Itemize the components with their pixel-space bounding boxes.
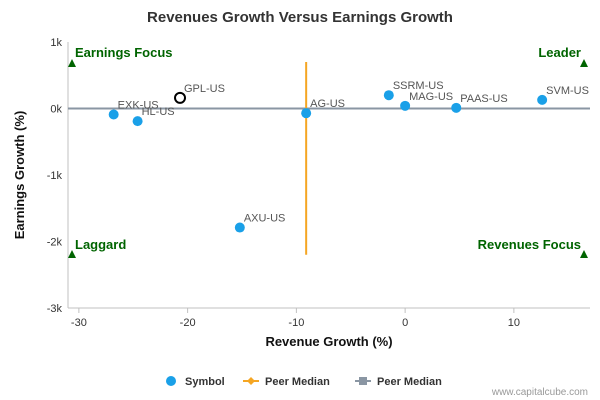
legend: Symbol Peer Median Peer Median xyxy=(166,376,442,388)
data-point-label: SSRM-US xyxy=(393,80,444,92)
chart-title: Revenues Growth Versus Earnings Growth xyxy=(147,9,453,26)
y-tick-label: -3k xyxy=(47,303,63,315)
y-tick-label: 0k xyxy=(50,104,62,116)
x-axis-ticks: -30 -20 -10 0 10 xyxy=(71,308,520,329)
data-point xyxy=(132,116,143,127)
data-point xyxy=(234,222,245,233)
y-tick-label: -1k xyxy=(47,170,63,182)
x-tick-label: -10 xyxy=(288,317,304,329)
quadrant-label: Earnings Focus xyxy=(75,45,173,60)
quadrant-triangle-icon xyxy=(580,250,588,258)
data-point xyxy=(451,102,462,113)
quadrant-label: Leader xyxy=(538,45,581,60)
x-tick-label: 10 xyxy=(508,317,520,329)
plot-area xyxy=(67,42,590,309)
y-tick-label: -2k xyxy=(47,237,63,249)
legend-circle-icon xyxy=(166,376,176,386)
legend-diamond-icon xyxy=(247,377,255,385)
quadrant-triangle-icon xyxy=(580,59,588,67)
legend-label: Peer Median xyxy=(265,376,330,388)
x-axis-title: Revenue Growth (%) xyxy=(265,334,392,349)
quadrant-label: Revenues Focus xyxy=(478,237,581,252)
y-tick-label: 1k xyxy=(50,37,62,49)
data-point xyxy=(400,100,411,111)
peer-median-lines xyxy=(68,61,590,255)
data-point xyxy=(383,90,394,101)
y-axis-title: Earnings Growth (%) xyxy=(12,111,27,240)
x-tick-label: -20 xyxy=(180,317,196,329)
legend-label: Peer Median xyxy=(377,376,442,388)
x-tick-label: -30 xyxy=(71,317,87,329)
data-point-label: PAAS-US xyxy=(460,93,507,105)
quadrant-labels: Earnings Focus Leader Laggard Revenues Focu… xyxy=(68,45,588,258)
quadrant-triangle-icon xyxy=(68,59,76,67)
data-point-label: HL-US xyxy=(142,106,175,118)
y-axis-ticks: 1k 0k -1k -2k -3k xyxy=(47,37,63,315)
credit-text: www.capitalcube.com xyxy=(491,387,588,398)
data-point-label: SVM-US xyxy=(546,85,589,97)
data-point-label: GPL-US xyxy=(184,83,225,95)
data-point xyxy=(174,91,187,104)
data-point-label: MAG-US xyxy=(409,91,453,103)
x-tick-label: 0 xyxy=(402,317,408,329)
data-point-label: AXU-US xyxy=(244,213,286,225)
data-point xyxy=(108,109,119,120)
quadrant-triangle-icon xyxy=(68,250,76,258)
data-point xyxy=(537,94,548,105)
legend-square-icon xyxy=(359,377,367,385)
data-point-label: AG-US xyxy=(310,98,345,110)
legend-label: Symbol xyxy=(185,376,225,388)
data-point xyxy=(301,108,312,119)
data-point-label: EXK-US xyxy=(118,99,159,111)
quadrant-label: Laggard xyxy=(75,237,126,252)
